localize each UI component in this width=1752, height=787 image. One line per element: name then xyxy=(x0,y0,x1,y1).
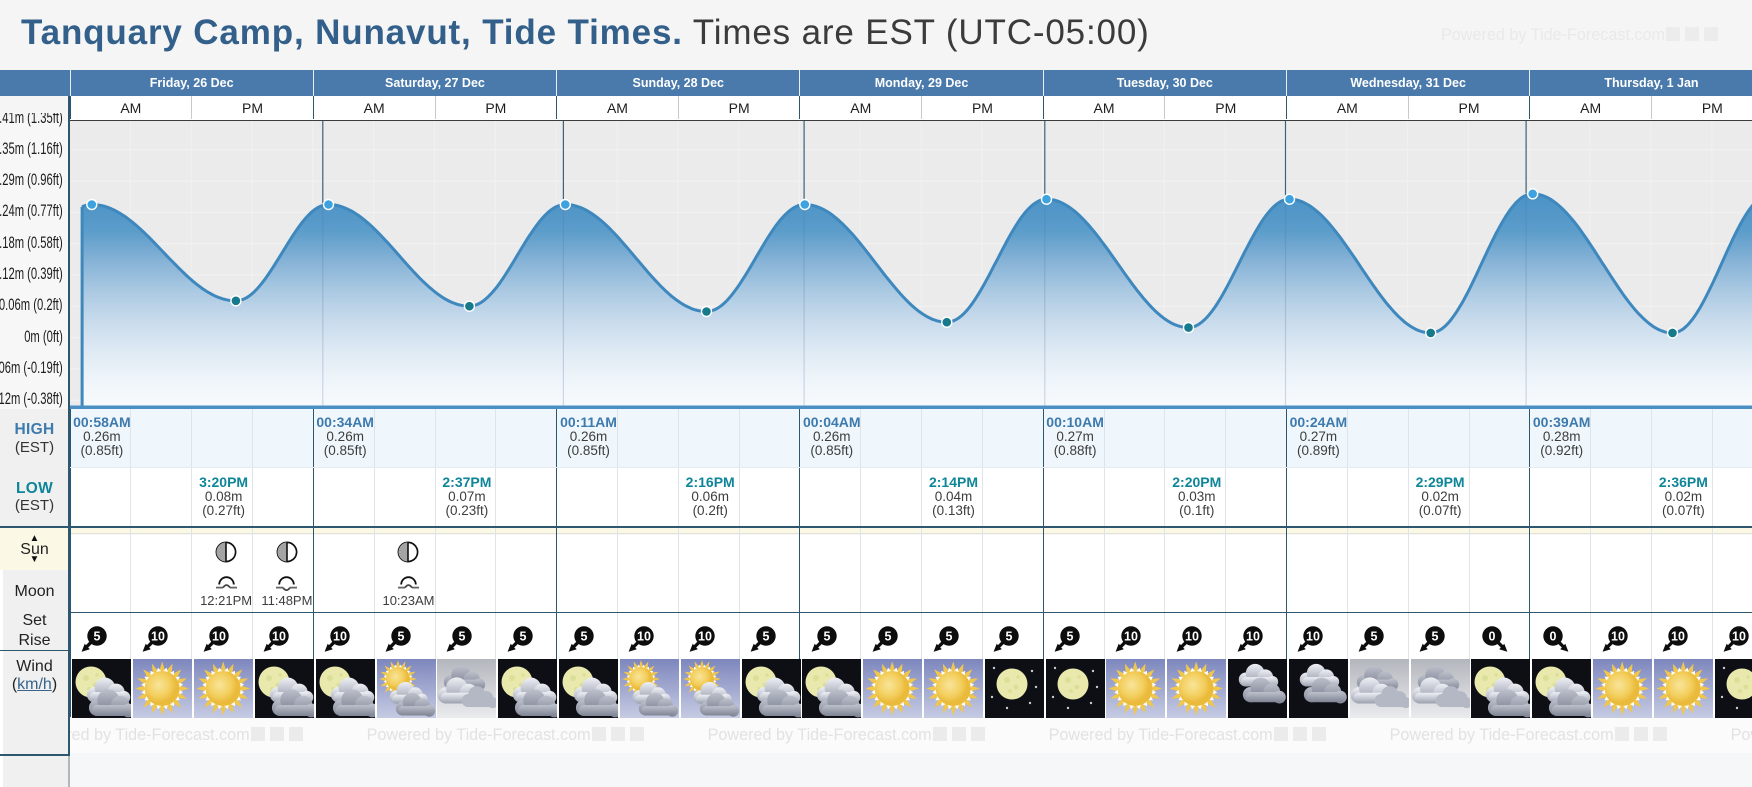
svg-text:10: 10 xyxy=(1671,629,1685,643)
svg-text:10: 10 xyxy=(212,629,226,643)
svg-text:10: 10 xyxy=(1306,629,1320,643)
svg-text:10: 10 xyxy=(1611,629,1625,643)
svg-text:10: 10 xyxy=(637,629,651,643)
svg-text:10: 10 xyxy=(698,629,712,643)
svg-text:5: 5 xyxy=(93,629,100,643)
svg-text:5: 5 xyxy=(763,629,770,643)
svg-text:0: 0 xyxy=(1488,629,1495,643)
svg-text:5: 5 xyxy=(823,629,830,643)
svg-text:5: 5 xyxy=(1006,629,1013,643)
svg-text:0: 0 xyxy=(1549,629,1556,643)
svg-text:10: 10 xyxy=(333,629,347,643)
svg-text:10: 10 xyxy=(1732,629,1746,643)
svg-text:5: 5 xyxy=(580,629,587,643)
svg-text:5: 5 xyxy=(945,629,952,643)
svg-text:5: 5 xyxy=(1432,629,1439,643)
svg-text:5: 5 xyxy=(519,629,526,643)
svg-text:5: 5 xyxy=(398,629,405,643)
svg-text:10: 10 xyxy=(1124,629,1138,643)
svg-text:10: 10 xyxy=(1185,629,1199,643)
svg-text:5: 5 xyxy=(1371,629,1378,643)
svg-text:10: 10 xyxy=(1246,629,1260,643)
svg-text:10: 10 xyxy=(272,629,286,643)
svg-text:5: 5 xyxy=(1067,629,1074,643)
svg-text:10: 10 xyxy=(151,629,165,643)
svg-text:5: 5 xyxy=(458,629,465,643)
svg-text:5: 5 xyxy=(884,629,891,643)
